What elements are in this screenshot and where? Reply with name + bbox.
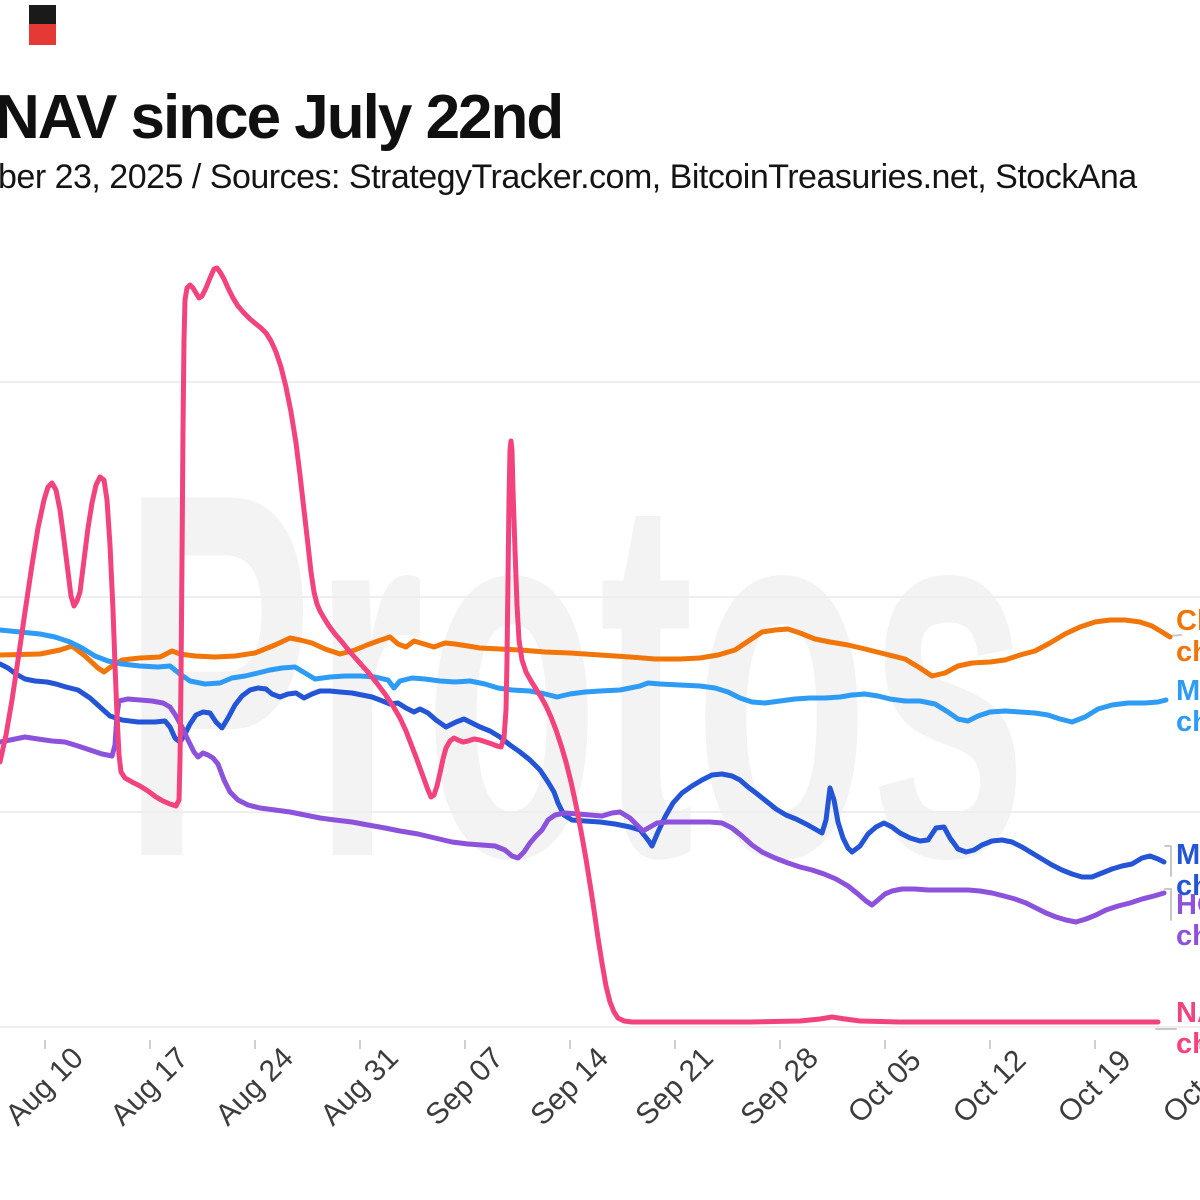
x-tick-0: [44, 1040, 46, 1049]
series-line-1: [0, 627, 1169, 725]
x-tick-5: [569, 1040, 571, 1049]
series-line-0: [0, 617, 1173, 679]
gridline-0: [0, 381, 1200, 383]
purple-label-bracket: [1164, 888, 1172, 921]
x-tick-8: [884, 1040, 886, 1049]
series-label-3: HOch: [1176, 889, 1200, 952]
x-tick-1: [149, 1040, 151, 1049]
series-label-0: Clch: [1176, 605, 1200, 668]
protos-logo-red-block: [29, 24, 56, 45]
x-tick-10: [1094, 1040, 1096, 1049]
series-label-1: Mch: [1176, 675, 1200, 738]
x-tick-4: [464, 1040, 466, 1049]
gridline-2: [0, 811, 1200, 813]
x-tick-6: [674, 1040, 676, 1049]
x-tick-9: [989, 1040, 991, 1049]
x-tick-3: [359, 1040, 361, 1049]
series-label-2: Mch: [1176, 839, 1200, 902]
series-line-4: [0, 265, 1161, 1025]
series-label-4: NAch: [1176, 997, 1200, 1060]
chart-title: NAV since July 22nd: [0, 83, 564, 152]
gridline-3: [0, 1026, 1200, 1028]
gridline-1: [0, 596, 1200, 598]
x-tick-7: [779, 1040, 781, 1049]
chart-subtitle: ber 23, 2025 / Sources: StrategyTracker.…: [0, 158, 1137, 196]
darkblue-label-bracket: [1164, 845, 1172, 877]
protos-logo-black-block: [29, 5, 56, 24]
x-tick-2: [254, 1040, 256, 1049]
protos-logo: [29, 5, 56, 45]
